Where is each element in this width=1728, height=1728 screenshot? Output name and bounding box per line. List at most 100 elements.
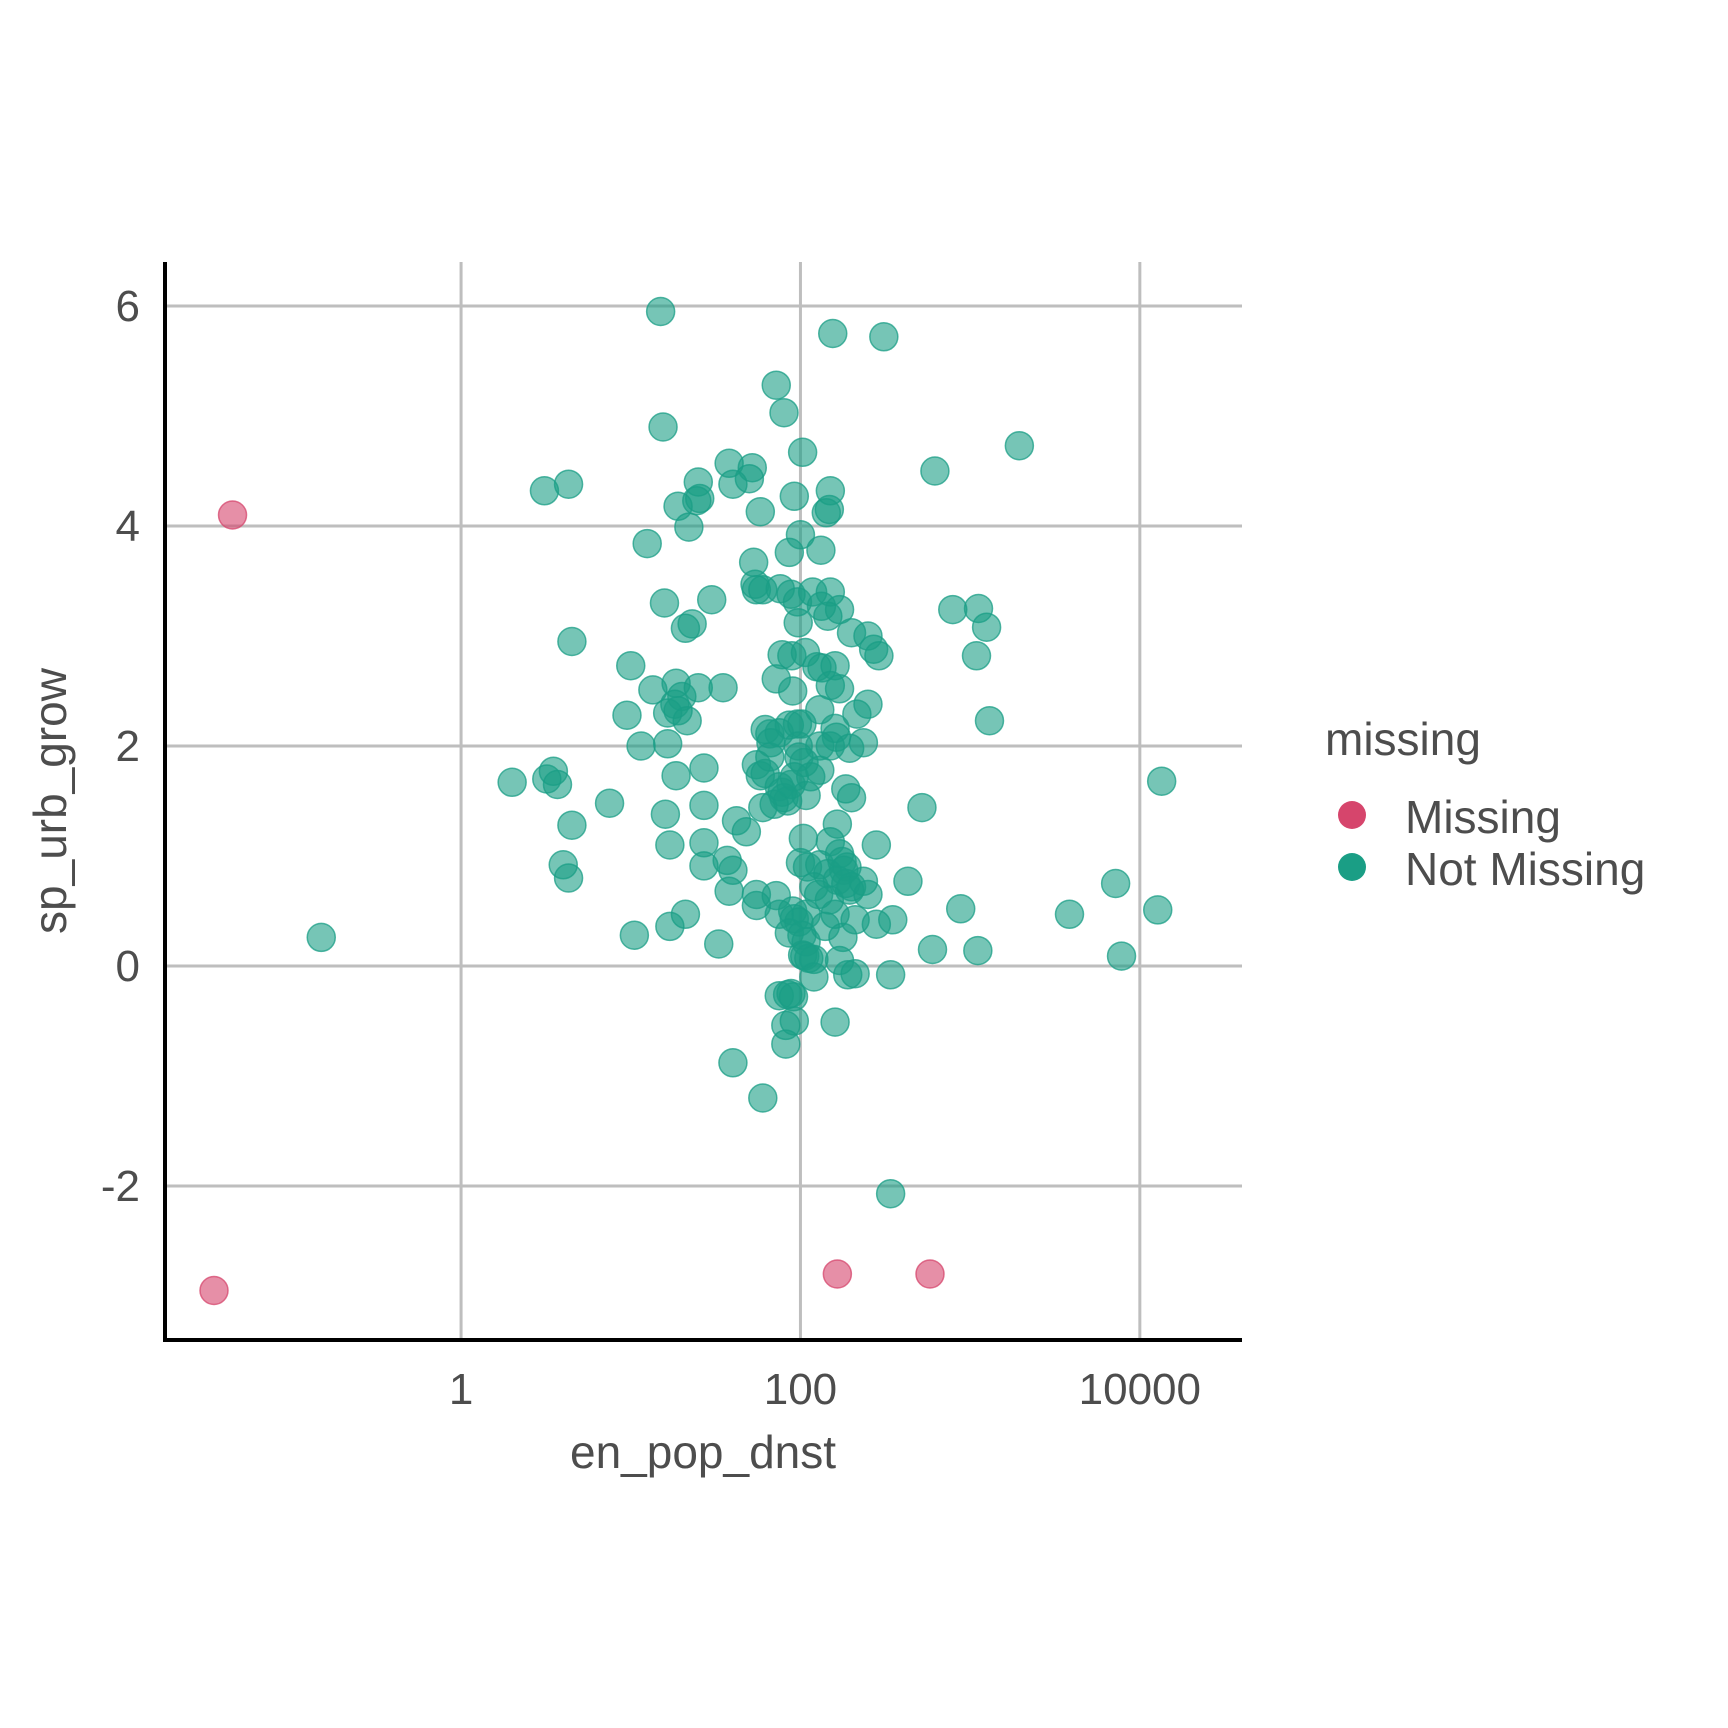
point-not-missing	[306, 922, 337, 953]
point-not-missing	[626, 731, 656, 761]
point-not-missing	[853, 689, 883, 719]
x-axis-title: en_pop_dnst	[570, 1426, 836, 1478]
point-not-missing	[817, 318, 848, 349]
legend-key-missing	[1338, 801, 1366, 829]
point-not-missing	[1146, 766, 1177, 796]
point-not-missing	[650, 799, 681, 829]
point-missing	[822, 1259, 853, 1289]
point-not-missing	[1106, 941, 1137, 971]
point-not-missing	[820, 1007, 850, 1037]
point-not-missing	[848, 727, 879, 758]
point-not-missing	[553, 863, 584, 893]
point-not-missing	[814, 494, 845, 525]
y-tick-label: 2	[116, 722, 140, 771]
point-not-missing	[961, 641, 992, 671]
point-not-missing	[755, 742, 785, 772]
point-not-missing	[655, 830, 685, 860]
y-tick-label: -2	[101, 1162, 140, 1211]
point-not-missing	[783, 608, 813, 638]
point-not-missing	[974, 705, 1005, 736]
point-not-missing	[769, 397, 799, 428]
point-missing	[217, 500, 248, 530]
point-not-missing	[869, 322, 899, 352]
point-not-missing	[594, 788, 625, 818]
point-not-missing	[553, 469, 584, 499]
x-tick-label: 100	[764, 1365, 837, 1414]
point-not-missing	[542, 769, 573, 800]
point-not-missing	[674, 512, 704, 542]
point-not-missing	[649, 588, 680, 618]
point-not-missing	[920, 456, 950, 486]
point-not-missing	[731, 817, 762, 847]
point-not-missing	[799, 962, 829, 992]
point-not-missing	[907, 792, 937, 823]
y-tick-labels: -2 0 2 4 6	[101, 282, 140, 1211]
legend-label-not-missing: Not Missing	[1405, 843, 1645, 895]
legend-key-not-missing	[1338, 853, 1366, 881]
point-missing	[915, 1259, 945, 1289]
point-not-missing	[1142, 895, 1173, 925]
point-not-missing	[645, 296, 676, 327]
point-not-missing	[557, 810, 587, 840]
point-not-missing	[1100, 868, 1131, 899]
point-not-missing	[836, 782, 867, 813]
point-not-missing	[677, 609, 707, 639]
point-not-missing	[840, 958, 870, 989]
point-not-missing	[703, 929, 734, 959]
point-not-missing	[774, 537, 805, 568]
point-not-missing	[648, 412, 678, 442]
point-not-missing	[684, 483, 715, 514]
point-not-missing	[777, 676, 808, 706]
point-not-missing	[748, 1083, 778, 1113]
point-not-missing	[963, 935, 993, 966]
legend-title: missing	[1325, 713, 1481, 765]
point-not-missing	[619, 920, 650, 950]
y-tick-label: 4	[116, 502, 140, 551]
point-not-missing	[917, 934, 948, 965]
point-not-missing	[670, 899, 701, 930]
point-not-missing	[875, 960, 906, 990]
point-not-missing	[708, 672, 738, 703]
point-not-missing	[652, 729, 683, 759]
x-tick-label: 1	[449, 1365, 473, 1414]
point-not-missing	[696, 584, 727, 615]
point-not-missing	[875, 1178, 906, 1209]
point-not-missing	[714, 876, 744, 906]
point-not-missing	[616, 650, 646, 681]
x-tick-labels: 1 100 10000	[449, 1365, 1201, 1414]
point-missing	[199, 1275, 229, 1306]
point-not-missing	[734, 463, 765, 494]
point-not-missing	[497, 767, 527, 798]
x-tick-label: 10000	[1079, 1365, 1201, 1414]
point-not-missing	[771, 1029, 801, 1059]
point-not-missing	[779, 481, 810, 512]
point-not-missing	[683, 672, 714, 703]
data-points	[199, 296, 1177, 1306]
point-not-missing	[787, 437, 818, 468]
point-not-missing	[672, 705, 702, 736]
y-axis-title: sp_urb_grow	[24, 667, 76, 934]
point-not-missing	[1054, 899, 1085, 930]
point-not-missing	[718, 1048, 748, 1078]
point-not-missing	[745, 496, 776, 527]
point-not-missing	[612, 700, 642, 730]
point-not-missing	[971, 612, 1002, 642]
point-not-missing	[661, 760, 691, 791]
point-not-missing	[689, 753, 719, 783]
point-not-missing	[853, 879, 883, 910]
legend-label-missing: Missing	[1405, 791, 1561, 843]
point-not-missing	[1004, 430, 1035, 461]
point-not-missing	[761, 370, 791, 400]
point-not-missing	[813, 601, 843, 631]
point-not-missing	[748, 792, 778, 823]
point-not-missing	[893, 866, 923, 897]
point-not-missing	[945, 894, 976, 924]
point-not-missing	[632, 528, 662, 559]
point-not-missing	[861, 830, 892, 860]
point-not-missing	[938, 594, 968, 625]
point-not-missing	[689, 851, 719, 881]
point-not-missing	[864, 641, 894, 671]
